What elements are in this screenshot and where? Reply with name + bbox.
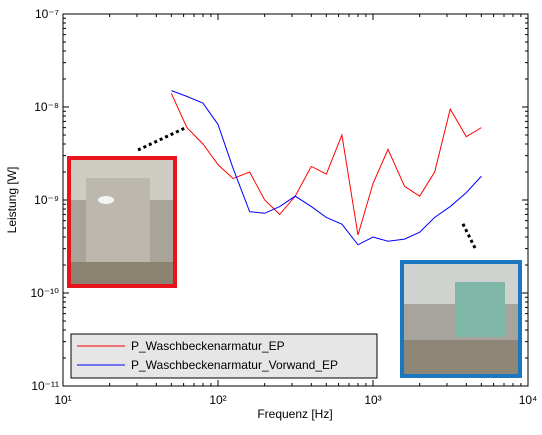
x-tick-label: 10³ (364, 393, 381, 407)
chart: 10¹ 10² 10³ 10⁴ 10⁻¹¹ 10⁻¹⁰ 10⁻⁹ 10⁻⁸ 10⁻⁷ Frequ… (0, 0, 542, 435)
x-tick-label: 10¹ (54, 393, 71, 407)
x-axis-label: Frequenz [Hz] (257, 407, 332, 421)
y-tick-label: 10⁻⁹ (34, 193, 59, 207)
legend: P_Waschbeckenarmatur_EP P_Waschbeckenarma… (71, 334, 377, 378)
y-tick-label: 10⁻¹¹ (31, 379, 59, 393)
photo-basin (98, 196, 114, 204)
legend-label: P_Waschbeckenarmatur_EP (131, 339, 285, 353)
photo-panel (455, 282, 505, 337)
y-axis-label: Leistung [W] (5, 167, 19, 234)
photo-red (69, 158, 175, 286)
x-tick-label: 10⁴ (519, 393, 538, 407)
photo-blue (402, 262, 520, 376)
y-tick-label: 10⁻⁸ (34, 100, 59, 114)
photo-floor (71, 262, 173, 284)
photo-floor (404, 340, 518, 374)
x-tick-label: 10² (209, 393, 226, 407)
legend-label: P_Waschbeckenarmatur_Vorwand_EP (131, 358, 338, 372)
y-tick-label: 10⁻⁷ (35, 7, 59, 21)
y-tick-label: 10⁻¹⁰ (31, 286, 60, 300)
photo-panel (86, 178, 150, 266)
